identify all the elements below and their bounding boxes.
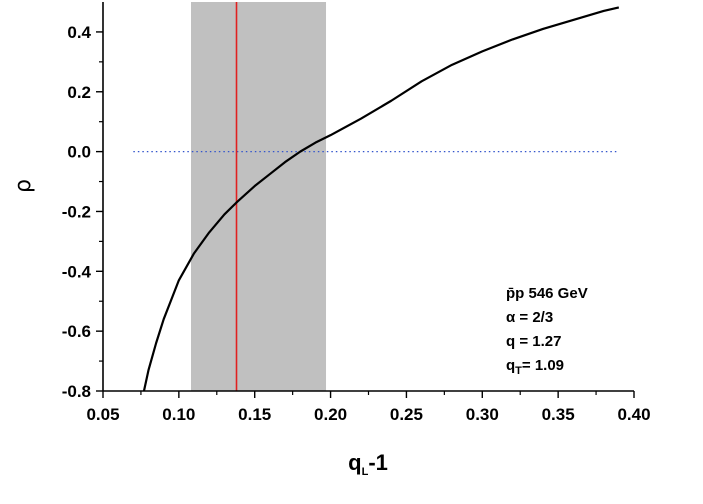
- x-tick-label: 0.20: [314, 405, 347, 424]
- x-tick-label: 0.05: [86, 405, 119, 424]
- y-tick-label: -0.8: [62, 382, 91, 401]
- annotation-line-4-sub: T: [515, 365, 522, 377]
- x-tick-label: 0.25: [390, 405, 423, 424]
- x-tick-label: 0.35: [542, 405, 575, 424]
- x-axis-label-main: q: [348, 450, 361, 475]
- x-axis-label-suffix: -1: [368, 450, 388, 475]
- annotation-line-4-suffix: = 1.09: [522, 357, 564, 374]
- annotation-box: p̄p 546 GeV α = 2/3 q = 1.27 qT= 1.09: [506, 285, 588, 377]
- annotation-line-1: p̄p 546 GeV: [506, 285, 588, 302]
- series-line-0: [142, 6, 620, 392]
- y-tick-label: -0.6: [62, 322, 91, 341]
- y-axis-label: ρ: [11, 179, 36, 193]
- y-tick-label: 0.2: [67, 83, 91, 102]
- y-tick-label: -0.2: [62, 202, 91, 221]
- y-tick-label: 0.0: [67, 143, 91, 162]
- y-tick-label: -0.4: [62, 262, 92, 281]
- annotation-line-2: α = 2/3: [506, 309, 553, 326]
- x-axis-label: qL-1: [348, 450, 388, 478]
- axes-layer: 0.05 0.10 0.15 0.20 0.25 0.30 0.35 0.40 -0.8 -0.6…: [62, 2, 651, 424]
- x-tick-label: 0.30: [466, 405, 499, 424]
- shaded-band: [190, 2, 327, 391]
- y-tick-label: 0.4: [67, 23, 91, 42]
- annotation-line-4-main: q: [506, 357, 515, 374]
- x-tick-label: 0.15: [238, 405, 271, 424]
- x-tick-label: 0.40: [617, 405, 650, 424]
- x-tick-label: 0.10: [162, 405, 195, 424]
- annotation-line-3: q = 1.27: [506, 333, 561, 350]
- plot-layer: [133, 2, 620, 392]
- x-axis-label-sub: L: [362, 466, 369, 478]
- annotation-line-4: qT= 1.09: [506, 357, 564, 377]
